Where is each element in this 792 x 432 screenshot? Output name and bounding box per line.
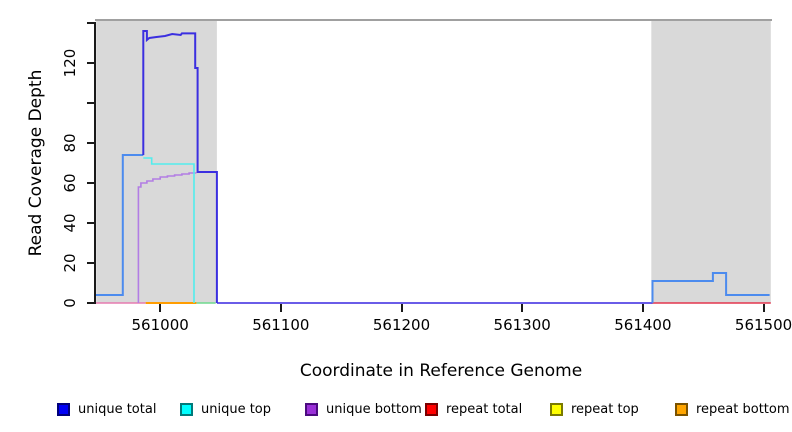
y-axis-line — [94, 22, 96, 304]
x-tick-label: 561200 — [372, 316, 431, 334]
y-tick — [87, 222, 95, 224]
y-tick — [87, 142, 95, 144]
y-tick — [87, 182, 95, 184]
x-tick-label: 561000 — [131, 316, 189, 334]
legend-label: unique bottom — [326, 401, 422, 417]
legend-item-unique-top: unique top — [180, 401, 271, 417]
legend-label: unique top — [201, 401, 272, 417]
x-tick-label: 561400 — [614, 316, 672, 334]
legend-label: repeat bottom — [696, 401, 790, 417]
y-tick-label-text: 120 — [61, 48, 79, 78]
x-tick — [400, 304, 403, 312]
series-unique-total-right — [651, 272, 770, 303]
series-unique-total-left — [95, 154, 144, 296]
x-tick-label: 561100 — [252, 316, 310, 334]
y-tick — [87, 102, 95, 104]
series-unique-total-peak — [142, 30, 218, 303]
legend-item-unique-bottom: unique bottom — [305, 401, 422, 417]
y-tick — [87, 22, 95, 24]
x-tick-label: 561300 — [493, 316, 551, 334]
legend-label: repeat top — [571, 401, 639, 417]
legend-swatch-icon — [550, 402, 563, 416]
y-tick — [87, 62, 95, 64]
legend-swatch-icon — [180, 402, 193, 416]
x-tick — [762, 304, 765, 312]
y-tick-label-text: 80 — [61, 133, 79, 153]
x-tick — [521, 304, 524, 312]
legend-swatch-icon — [305, 402, 318, 416]
x-tick-label: 561500 — [734, 316, 792, 334]
legend-item-unique-total: unique total — [57, 401, 156, 417]
legend-item-repeat-total: repeat total — [425, 401, 522, 417]
plot-area — [95, 19, 772, 304]
right-repeat-region — [651, 21, 771, 303]
legend-label: unique total — [78, 401, 157, 417]
left-repeat-region — [96, 21, 217, 303]
x-tick — [159, 304, 162, 312]
x-tick — [641, 304, 644, 312]
legend-swatch-icon — [57, 402, 70, 416]
y-tick — [87, 302, 95, 304]
series-unique-bottom — [137, 172, 197, 303]
legend-label: repeat total — [446, 401, 523, 417]
legend-swatch-icon — [425, 402, 438, 416]
legend-item-repeat-bottom: repeat bottom — [675, 401, 790, 417]
x-tick — [279, 304, 282, 312]
legend-item-repeat-top: repeat top — [550, 401, 639, 417]
y-tick — [87, 262, 95, 264]
legend-swatch-icon — [675, 402, 688, 416]
series-unique-top — [143, 157, 195, 303]
